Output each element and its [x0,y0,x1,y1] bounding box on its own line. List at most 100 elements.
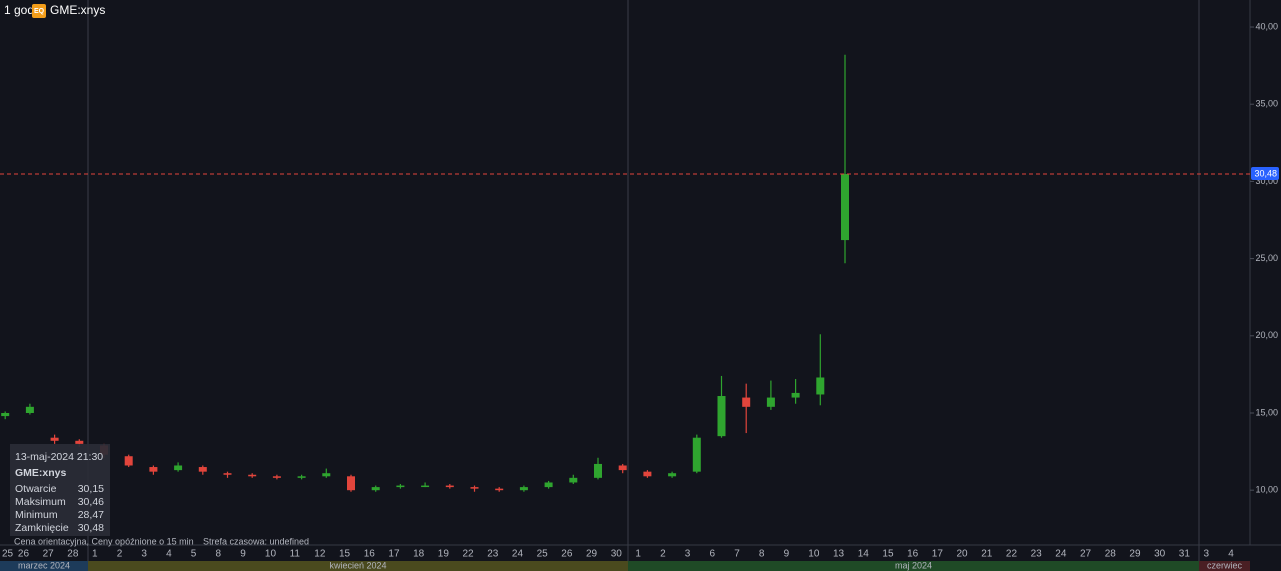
x-tick-label: 21 [981,549,993,560]
tooltip-label: Maksimum [15,496,66,508]
x-tick-label: 28 [67,549,79,560]
tooltip-value: 30,48 [78,522,104,534]
x-tick-label: 11 [290,549,301,560]
y-tick-label: 10,00 [1255,485,1278,495]
candle-body [1,412,10,417]
candle-body [371,487,380,491]
tooltip-bg [10,444,110,536]
candle-body [322,473,331,477]
x-tick-label: 1 [635,549,641,560]
candle-body [470,487,479,489]
candle-body [742,397,751,407]
tooltip: 13-maj-2024 21:30 GME:xnys Otwarcie 30,15… [10,444,110,536]
footer-timezone: Strefa czasowa: undefined [203,536,309,546]
x-tick-label: 22 [463,549,475,560]
candle-body [124,456,133,466]
candle-body [445,485,454,488]
candle-body [519,487,528,491]
candle-body [841,173,849,241]
y-tick-label: 20,00 [1255,330,1278,340]
x-tick-label: 3 [141,549,147,560]
symbol: GME:xnys [50,3,105,17]
candle-body [816,377,825,395]
month-band [1199,561,1250,571]
tooltip-date: 13-maj-2024 21:30 [15,451,103,463]
x-tick-label: 31 [1179,549,1191,560]
x-tick-label: 2 [117,549,123,560]
x-tick-label: 5 [191,549,197,560]
x-tick-label: 29 [586,549,598,560]
candle-body [174,465,183,471]
candle-body [149,467,158,472]
x-tick-label: 3 [685,549,691,560]
y-tick-label: 25,00 [1255,253,1278,263]
x-tick-label: 14 [858,549,870,560]
x-tick-label: 27 [43,549,55,560]
x-tick-label: 26 [561,549,573,560]
candle-body [594,463,602,478]
candle-body [495,488,504,491]
tooltip-rows: Otwarcie 30,15 Maksimum 30,46 Minimum 28,47 Za… [15,483,104,534]
candle-body [544,482,553,488]
month-label: czerwiec [1207,560,1243,570]
x-tick-label: 9 [784,549,790,560]
x-tick-label: 30 [1154,549,1166,560]
x-tick-label: 17 [388,549,400,560]
tooltip-value: 30,46 [78,496,104,508]
badge-bg [32,4,46,18]
x-tick-label: 24 [512,549,524,560]
x-tick-label: 16 [364,549,376,560]
x-tick-label: 22 [1006,549,1018,560]
x-tick-label: 19 [438,549,450,560]
x-tick-label: 16 [907,549,919,560]
x-tick-label: 10 [265,549,277,560]
candle-body [198,467,207,472]
month-band [88,561,628,571]
candle-body [618,465,627,471]
x-tick-label: 25 [537,549,549,560]
x-tick-label: 10 [808,549,820,560]
x-tick-label: 26 [18,549,30,560]
x-tick-label: 15 [882,549,894,560]
candle-body [25,406,34,413]
candle-body [717,396,726,437]
candle-body [75,440,84,444]
candle-body [643,471,652,477]
x-tick-label: 29 [1129,549,1141,560]
x-tick-label: 28 [1105,549,1117,560]
x-tick-label: 6 [710,549,716,560]
x-tick-label: 1 [92,549,98,560]
badge: EQ [34,8,45,15]
x-tick-label: 8 [216,549,222,560]
x-tick-label: 3 [1204,549,1210,560]
month-band [628,561,1199,571]
x-tick-label: 18 [413,549,425,560]
tooltip-label: Zamknięcie [15,522,69,534]
tooltip-label: Minimum [15,509,58,521]
candle-body [223,473,232,475]
footer-note: Cena orientacyjna, Ceny opóźnione o 15 m… [14,536,194,546]
candle-body [297,476,306,478]
last-price-label: 30,48 [1254,168,1277,178]
month-label: kwiecień 2024 [329,560,386,570]
candle-body [50,437,59,441]
x-tick-label: 25 [2,549,14,560]
x-tick-label: 24 [1055,549,1067,560]
tooltip-value: 28,47 [78,509,104,521]
y-tick-label: 35,00 [1255,99,1278,109]
candle-body [272,476,281,478]
y-tick-label: 30,00 [1255,176,1278,186]
x-tick-label: 2 [660,549,666,560]
plot [1,0,1200,561]
candle-body [248,474,257,477]
x-tick-label: 23 [487,549,499,560]
candle-body [396,485,405,488]
candle-body [569,477,578,483]
y-tick-label: 40,00 [1255,21,1278,31]
candle-body [421,485,430,488]
tooltip-symbol: GME:xnys [15,467,67,479]
candle-body [347,476,355,491]
x-tick-label: 30 [611,549,623,560]
last-price-bg [1251,166,1279,180]
